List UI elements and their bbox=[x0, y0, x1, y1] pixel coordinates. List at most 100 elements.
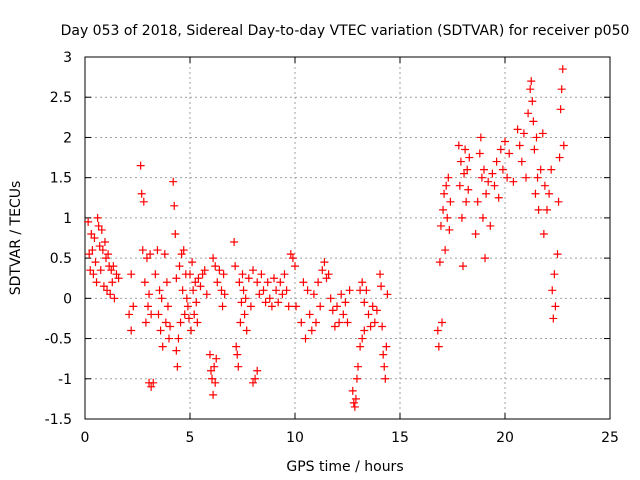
data-point bbox=[166, 322, 175, 331]
data-point bbox=[249, 266, 257, 275]
data-point bbox=[354, 362, 362, 371]
y-tick-label: 3 bbox=[63, 50, 72, 66]
y-tick-label: 0.5 bbox=[50, 251, 72, 267]
data-point bbox=[220, 290, 229, 299]
data-point bbox=[92, 278, 101, 287]
data-point bbox=[383, 290, 392, 299]
y-tick-label: 1 bbox=[63, 211, 72, 227]
data-point bbox=[99, 282, 108, 291]
data-point bbox=[291, 262, 299, 271]
data-point bbox=[127, 326, 136, 335]
data-point bbox=[488, 169, 497, 178]
data-point bbox=[524, 109, 533, 118]
data-point bbox=[307, 326, 316, 335]
data-point bbox=[324, 270, 333, 279]
data-point bbox=[539, 229, 548, 238]
data-point bbox=[209, 390, 218, 399]
data-point bbox=[182, 294, 191, 303]
data-point bbox=[463, 165, 472, 174]
x-tick-label: 15 bbox=[391, 430, 409, 446]
data-point bbox=[190, 310, 199, 319]
data-point bbox=[104, 250, 113, 259]
data-point bbox=[174, 334, 183, 343]
data-point bbox=[246, 302, 255, 311]
data-point bbox=[379, 350, 388, 359]
data-point bbox=[316, 302, 325, 311]
data-point bbox=[230, 238, 239, 247]
data-point bbox=[377, 282, 386, 291]
data-point bbox=[183, 302, 192, 311]
data-point bbox=[441, 246, 450, 255]
data-point bbox=[540, 181, 549, 190]
data-point bbox=[446, 197, 455, 206]
data-point bbox=[457, 213, 466, 222]
data-point bbox=[314, 278, 323, 287]
data-point bbox=[442, 181, 451, 190]
data-point bbox=[351, 394, 360, 403]
data-point bbox=[522, 173, 530, 182]
data-point bbox=[517, 157, 526, 166]
data-point bbox=[276, 278, 285, 287]
data-point bbox=[444, 173, 453, 182]
data-point bbox=[465, 153, 474, 162]
data-point bbox=[348, 386, 357, 395]
data-point bbox=[476, 133, 485, 142]
data-point bbox=[209, 254, 218, 263]
data-point bbox=[531, 189, 540, 198]
data-point bbox=[433, 326, 442, 335]
data-point bbox=[218, 302, 227, 311]
data-point bbox=[492, 157, 501, 166]
data-point bbox=[356, 342, 365, 351]
data-point bbox=[454, 141, 463, 150]
data-point bbox=[270, 274, 278, 283]
data-point bbox=[543, 205, 551, 214]
x-tick-label: 5 bbox=[186, 430, 195, 446]
y-tick-label: 2 bbox=[63, 130, 72, 146]
data-point bbox=[202, 290, 211, 299]
data-point bbox=[235, 278, 244, 287]
data-point bbox=[434, 342, 443, 351]
data-point bbox=[358, 334, 367, 343]
data-point bbox=[127, 270, 136, 279]
y-tick-label: -1 bbox=[58, 372, 72, 388]
data-point bbox=[251, 374, 260, 383]
data-point bbox=[147, 310, 156, 319]
data-point bbox=[436, 221, 445, 230]
data-point bbox=[253, 366, 262, 375]
data-point bbox=[162, 278, 171, 287]
data-point bbox=[376, 270, 385, 279]
data-point bbox=[494, 193, 503, 202]
data-point bbox=[180, 310, 189, 319]
y-tick-label: 0 bbox=[63, 291, 72, 307]
data-point bbox=[106, 290, 115, 299]
data-point bbox=[526, 85, 535, 94]
data-point bbox=[341, 298, 350, 307]
data-point bbox=[333, 302, 341, 311]
data-point bbox=[141, 318, 150, 327]
data-point bbox=[188, 258, 197, 267]
data-point bbox=[292, 302, 301, 311]
y-tick-label: 2.5 bbox=[50, 90, 72, 106]
data-point bbox=[368, 302, 377, 311]
data-point bbox=[349, 398, 358, 407]
data-point bbox=[140, 278, 149, 287]
data-point bbox=[186, 270, 194, 279]
data-point bbox=[312, 318, 320, 327]
data-point bbox=[443, 213, 452, 222]
data-point bbox=[196, 282, 205, 291]
data-point bbox=[136, 161, 145, 170]
data-point bbox=[208, 374, 217, 383]
data-point bbox=[509, 177, 518, 186]
data-point bbox=[160, 250, 169, 259]
data-point bbox=[192, 298, 201, 307]
data-point bbox=[380, 362, 389, 371]
data-point bbox=[169, 177, 178, 186]
data-point bbox=[381, 374, 390, 383]
data-point bbox=[213, 278, 222, 287]
data-point bbox=[194, 274, 203, 283]
data-point bbox=[484, 177, 493, 186]
data-point bbox=[176, 318, 185, 327]
data-point bbox=[158, 342, 167, 351]
data-point bbox=[211, 378, 220, 387]
data-point bbox=[207, 366, 215, 375]
